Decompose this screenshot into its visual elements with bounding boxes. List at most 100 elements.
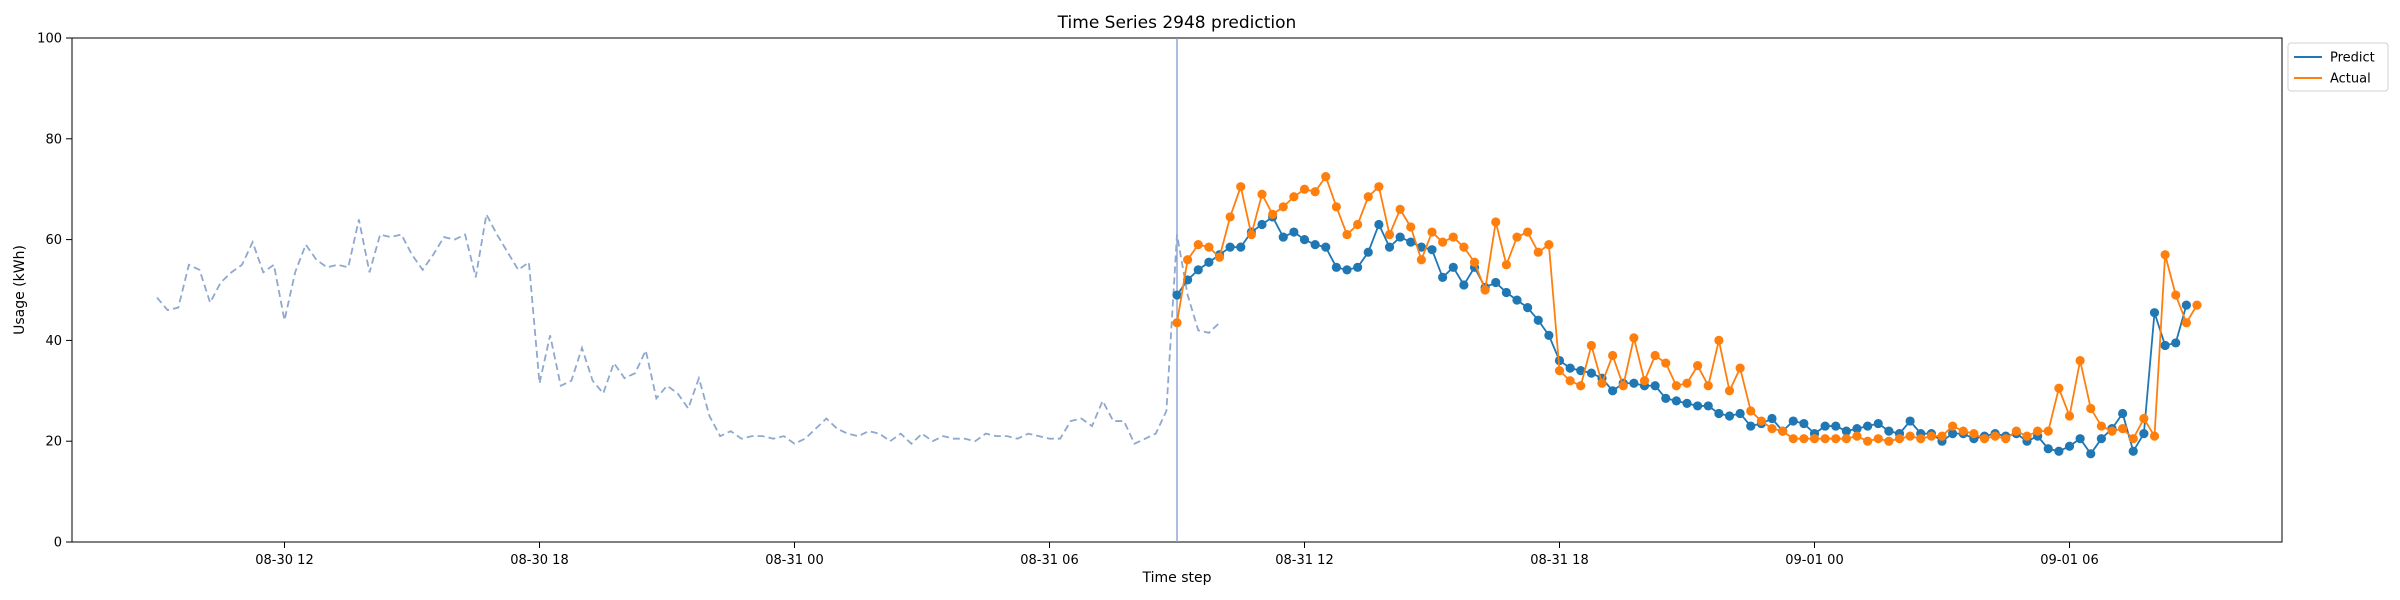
predict-point <box>1448 262 1458 272</box>
actual-point <box>1916 434 1926 444</box>
predict-point <box>1735 408 1745 419</box>
predict-point <box>1321 242 1331 252</box>
actual-point <box>2107 426 2117 436</box>
actual-point <box>1384 229 1395 240</box>
predict-point <box>1661 393 1671 403</box>
actual-point <box>1480 285 1490 295</box>
predict-point <box>1278 232 1288 242</box>
actual-point <box>1873 434 1883 444</box>
predict-point <box>1852 424 1862 434</box>
actual-point <box>1395 204 1405 214</box>
actual-point <box>2192 300 2202 310</box>
predict-point <box>2064 441 2075 451</box>
actual-point <box>2086 403 2096 414</box>
x-tick-label: 08-30 18 <box>510 553 568 568</box>
predict-point <box>1693 401 1703 411</box>
predict-point <box>1204 257 1214 267</box>
predict-point <box>2096 434 2106 444</box>
x-tick-label: 09-01 00 <box>1785 553 1843 568</box>
predict-point <box>1820 421 1830 431</box>
actual-point <box>1841 434 1851 444</box>
actual-point <box>1289 192 1299 202</box>
predict-point <box>1767 413 1777 424</box>
predict-point <box>1703 401 1713 411</box>
actual-point <box>2054 383 2064 393</box>
predict-point <box>1172 290 1182 300</box>
predict-point <box>1565 363 1575 373</box>
predict-point <box>1948 429 1958 439</box>
predict-point <box>1257 219 1267 230</box>
predict-point <box>1905 416 1915 426</box>
actual-point <box>1236 182 1246 192</box>
predict-point <box>1310 240 1320 250</box>
actual-point <box>1193 240 1203 250</box>
predict-point <box>2160 340 2170 351</box>
actual-point <box>1438 237 1448 247</box>
actual-point <box>1427 227 1437 237</box>
predict-point <box>2086 449 2096 459</box>
actual-point <box>2171 290 2181 300</box>
predict-point <box>1225 242 1235 252</box>
predict-point <box>1650 381 1660 391</box>
actual-point <box>1958 426 1968 436</box>
actual-point <box>1926 431 1936 441</box>
predict-point <box>1629 378 1639 388</box>
actual-point <box>1448 232 1458 242</box>
actual-point <box>1756 416 1766 426</box>
actual-point <box>1310 187 1320 197</box>
actual-point <box>2001 434 2011 444</box>
predict-point <box>2139 429 2149 439</box>
actual-point <box>1693 361 1703 371</box>
predict-point <box>1374 219 1384 230</box>
actual-point <box>1852 431 1862 441</box>
actual-point <box>1767 424 1777 434</box>
actual-point <box>1809 434 1820 444</box>
actual-point <box>1214 252 1225 262</box>
actual-point <box>1714 335 1724 345</box>
actual-point <box>1565 376 1575 386</box>
y-tick-label: 80 <box>45 132 62 147</box>
actual-point <box>1608 350 1618 361</box>
actual-point <box>1512 232 1522 242</box>
y-tick-label: 60 <box>45 233 62 248</box>
predict-point <box>1746 421 1756 431</box>
y-tick-label: 20 <box>45 435 62 450</box>
y-axis: 0 20 40 60 80 100 <box>37 32 72 551</box>
actual-point <box>1618 381 1628 391</box>
actual-point <box>1278 202 1288 212</box>
actual-point <box>1363 192 1373 202</box>
actual-point <box>1682 378 1692 388</box>
y-tick-label: 40 <box>45 334 62 349</box>
actual-point <box>1724 386 1735 396</box>
actual-point <box>2075 355 2085 366</box>
predict-point <box>1363 247 1373 257</box>
x-tick-label: 08-31 06 <box>1020 553 1078 568</box>
predict-point <box>1491 277 1501 288</box>
actual-point <box>2022 431 2032 441</box>
actual-point <box>2096 421 2106 431</box>
y-tick-label: 100 <box>37 32 62 47</box>
actual-point <box>1671 381 1681 391</box>
predict-point <box>1608 386 1618 396</box>
actual-point <box>1820 434 1830 444</box>
predict-point <box>1299 235 1310 245</box>
predict-point <box>2054 446 2064 456</box>
actual-point <box>1586 340 1596 351</box>
actual-point <box>1554 366 1565 376</box>
actual-point <box>1831 434 1841 444</box>
predict-point <box>1501 287 1511 298</box>
predict-point <box>1544 330 1554 340</box>
actual-point <box>1597 378 1607 388</box>
x-tick-label: 08-31 00 <box>765 553 823 568</box>
actual-point <box>1523 227 1533 237</box>
actual-point <box>1894 434 1905 444</box>
actual-point <box>1650 350 1660 361</box>
predict-point <box>1671 396 1681 406</box>
actual-point <box>1342 229 1352 240</box>
x-tick-label: 09-01 06 <box>2040 553 2098 568</box>
actual-point <box>2011 426 2021 436</box>
actual-point <box>1501 260 1511 270</box>
actual-point <box>1533 247 1543 257</box>
predict-point <box>2043 444 2053 454</box>
